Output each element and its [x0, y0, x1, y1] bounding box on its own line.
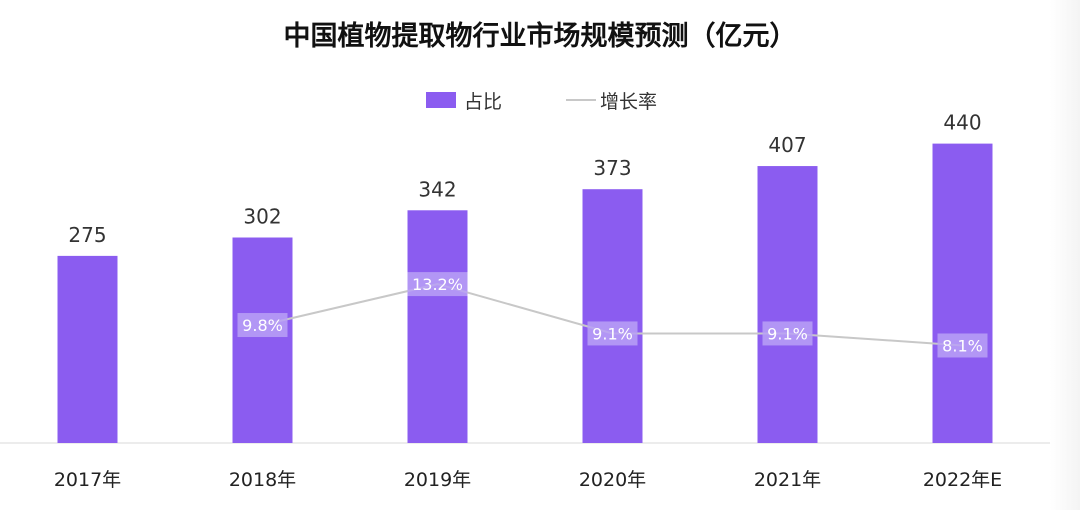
chart-title: 中国植物提取物行业市场规模预测（亿元）	[283, 21, 797, 52]
x-tick-label: 2021年	[754, 469, 821, 491]
growth-rate-label-box	[237, 313, 288, 338]
bar-value-label: 440	[943, 111, 981, 135]
growth-rate-label: 13.2%	[412, 275, 463, 294]
bar	[932, 143, 993, 443]
bar	[232, 237, 293, 443]
bar	[407, 210, 468, 443]
growth-rate-label: 9.8%	[242, 316, 283, 335]
bar-value-label: 342	[418, 177, 456, 201]
legend: 占比 增长率	[0, 86, 1080, 114]
growth-rate-label-box	[407, 272, 468, 297]
bar-value-label: 373	[593, 156, 631, 180]
growth-rate-label: 8.1%	[942, 336, 983, 355]
bar-value-label: 275	[68, 223, 106, 247]
bar	[582, 189, 643, 443]
x-tick-label: 2020年	[579, 469, 646, 491]
x-tick-label: 2017年	[54, 469, 121, 491]
bar-value-label: 407	[768, 133, 806, 157]
growth-rate-label: 9.1%	[767, 324, 808, 343]
legend-label-bar: 占比	[464, 90, 503, 113]
growth-rate-label-box	[762, 321, 813, 346]
legend-line-swatch	[566, 99, 596, 101]
legend-item-bar: 占比	[426, 86, 502, 114]
page-edge-shadow	[1050, 0, 1080, 510]
growth-rate-label-box	[937, 333, 988, 358]
x-tick-label: 2018年	[229, 469, 296, 491]
legend-item-line: 增长率	[566, 86, 657, 114]
growth-rate-label: 9.1%	[592, 324, 633, 343]
bar-value-label: 302	[243, 205, 281, 229]
bar	[757, 166, 818, 443]
x-tick-label: 2019年	[404, 469, 471, 491]
legend-label-line: 增长率	[600, 90, 658, 113]
legend-bar-swatch	[426, 92, 456, 108]
bar	[57, 255, 118, 443]
growth-rate-label-box	[587, 321, 638, 346]
x-tick-label: 2022年E	[923, 469, 1002, 491]
